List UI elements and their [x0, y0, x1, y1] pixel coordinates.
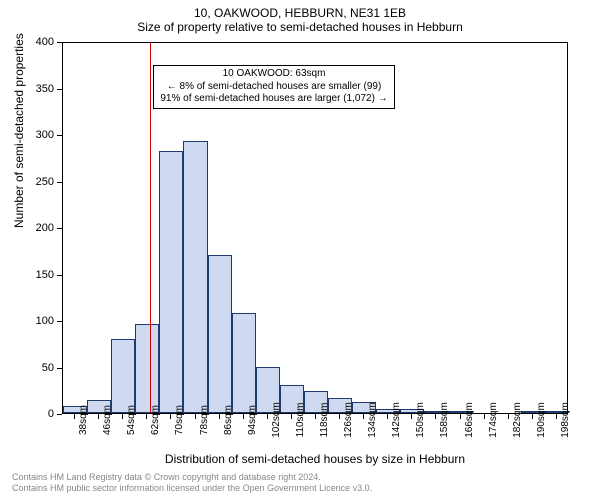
- x-tick-label: 158sqm: [439, 402, 450, 438]
- y-tick-label: 200: [36, 222, 54, 234]
- x-tick-label: 174sqm: [488, 402, 499, 438]
- x-tick-label: 150sqm: [415, 402, 426, 438]
- plot-area: 10 OAKWOOD: 63sqm← 8% of semi-detached h…: [62, 42, 568, 414]
- x-tick: [291, 414, 292, 419]
- histogram-bar: [208, 255, 232, 413]
- x-tick-label: 54sqm: [126, 405, 137, 435]
- x-tick: [315, 414, 316, 419]
- x-tick: [98, 414, 99, 419]
- x-tick-label: 46sqm: [102, 405, 113, 435]
- title-block: 10, OAKWOOD, HEBBURN, NE31 1EB Size of p…: [0, 0, 600, 34]
- footer-line-2: Contains HM public sector information li…: [12, 483, 372, 494]
- x-tick-label: 110sqm: [295, 403, 306, 438]
- annotation-line-2: ← 8% of semi-detached houses are smaller…: [160, 81, 387, 94]
- x-tick: [74, 414, 75, 419]
- x-tick: [170, 414, 171, 419]
- x-tick-label: 78sqm: [199, 405, 210, 435]
- annotation-line-1: 10 OAKWOOD: 63sqm: [160, 68, 387, 81]
- y-tick-label: 0: [48, 408, 54, 420]
- x-tick-label: 62sqm: [150, 405, 161, 435]
- x-tick-label: 198sqm: [560, 402, 571, 438]
- y-tick-label: 150: [36, 269, 54, 281]
- x-tick: [243, 414, 244, 419]
- reference-line: [150, 43, 151, 413]
- x-axis-label: Distribution of semi-detached houses by …: [62, 452, 568, 466]
- footer-line-1: Contains HM Land Registry data © Crown c…: [12, 472, 372, 483]
- footer-attribution: Contains HM Land Registry data © Crown c…: [12, 472, 372, 495]
- x-tick-label: 190sqm: [536, 402, 547, 438]
- x-tick-label: 182sqm: [512, 402, 523, 438]
- x-tick: [460, 414, 461, 419]
- y-tick-label: 300: [36, 129, 54, 141]
- x-tick: [267, 414, 268, 419]
- histogram-bar: [232, 313, 256, 413]
- annotation-box: 10 OAKWOOD: 63sqm← 8% of semi-detached h…: [153, 65, 394, 109]
- x-tick: [435, 414, 436, 419]
- histogram-bar: [111, 339, 135, 413]
- x-tick: [508, 414, 509, 419]
- x-tick: [122, 414, 123, 419]
- x-tick-label: 102sqm: [271, 402, 282, 438]
- annotation-line-3: 91% of semi-detached houses are larger (…: [160, 93, 387, 106]
- histogram-bar: [135, 324, 159, 413]
- x-tick: [411, 414, 412, 419]
- x-tick: [195, 414, 196, 419]
- y-tick-label: 50: [42, 362, 54, 374]
- x-tick-label: 134sqm: [367, 402, 378, 438]
- y-axis: 050100150200250300350400: [0, 42, 62, 414]
- x-tick: [556, 414, 557, 419]
- x-tick-label: 142sqm: [391, 402, 402, 438]
- y-tick-label: 250: [36, 176, 54, 188]
- chart-title: 10, OAKWOOD, HEBBURN, NE31 1EB: [0, 6, 600, 20]
- x-tick: [146, 414, 147, 419]
- x-tick: [363, 414, 364, 419]
- y-tick-label: 100: [36, 315, 54, 327]
- x-tick: [339, 414, 340, 419]
- x-tick-label: 70sqm: [174, 405, 185, 435]
- x-tick-label: 94sqm: [247, 405, 258, 435]
- y-tick-label: 350: [36, 83, 54, 95]
- histogram-bar: [183, 141, 207, 413]
- x-tick: [484, 414, 485, 419]
- x-tick-label: 126sqm: [343, 402, 354, 438]
- histogram-bar: [159, 151, 183, 413]
- x-tick: [219, 414, 220, 419]
- chart-container: 10, OAKWOOD, HEBBURN, NE31 1EB Size of p…: [0, 0, 600, 500]
- chart-subtitle: Size of property relative to semi-detach…: [0, 20, 600, 34]
- x-tick-label: 86sqm: [223, 405, 234, 435]
- x-tick: [532, 414, 533, 419]
- x-tick: [387, 414, 388, 419]
- x-tick-label: 166sqm: [464, 402, 475, 438]
- x-tick-label: 118sqm: [319, 403, 330, 438]
- x-tick-label: 38sqm: [78, 405, 89, 435]
- y-tick-label: 400: [36, 36, 54, 48]
